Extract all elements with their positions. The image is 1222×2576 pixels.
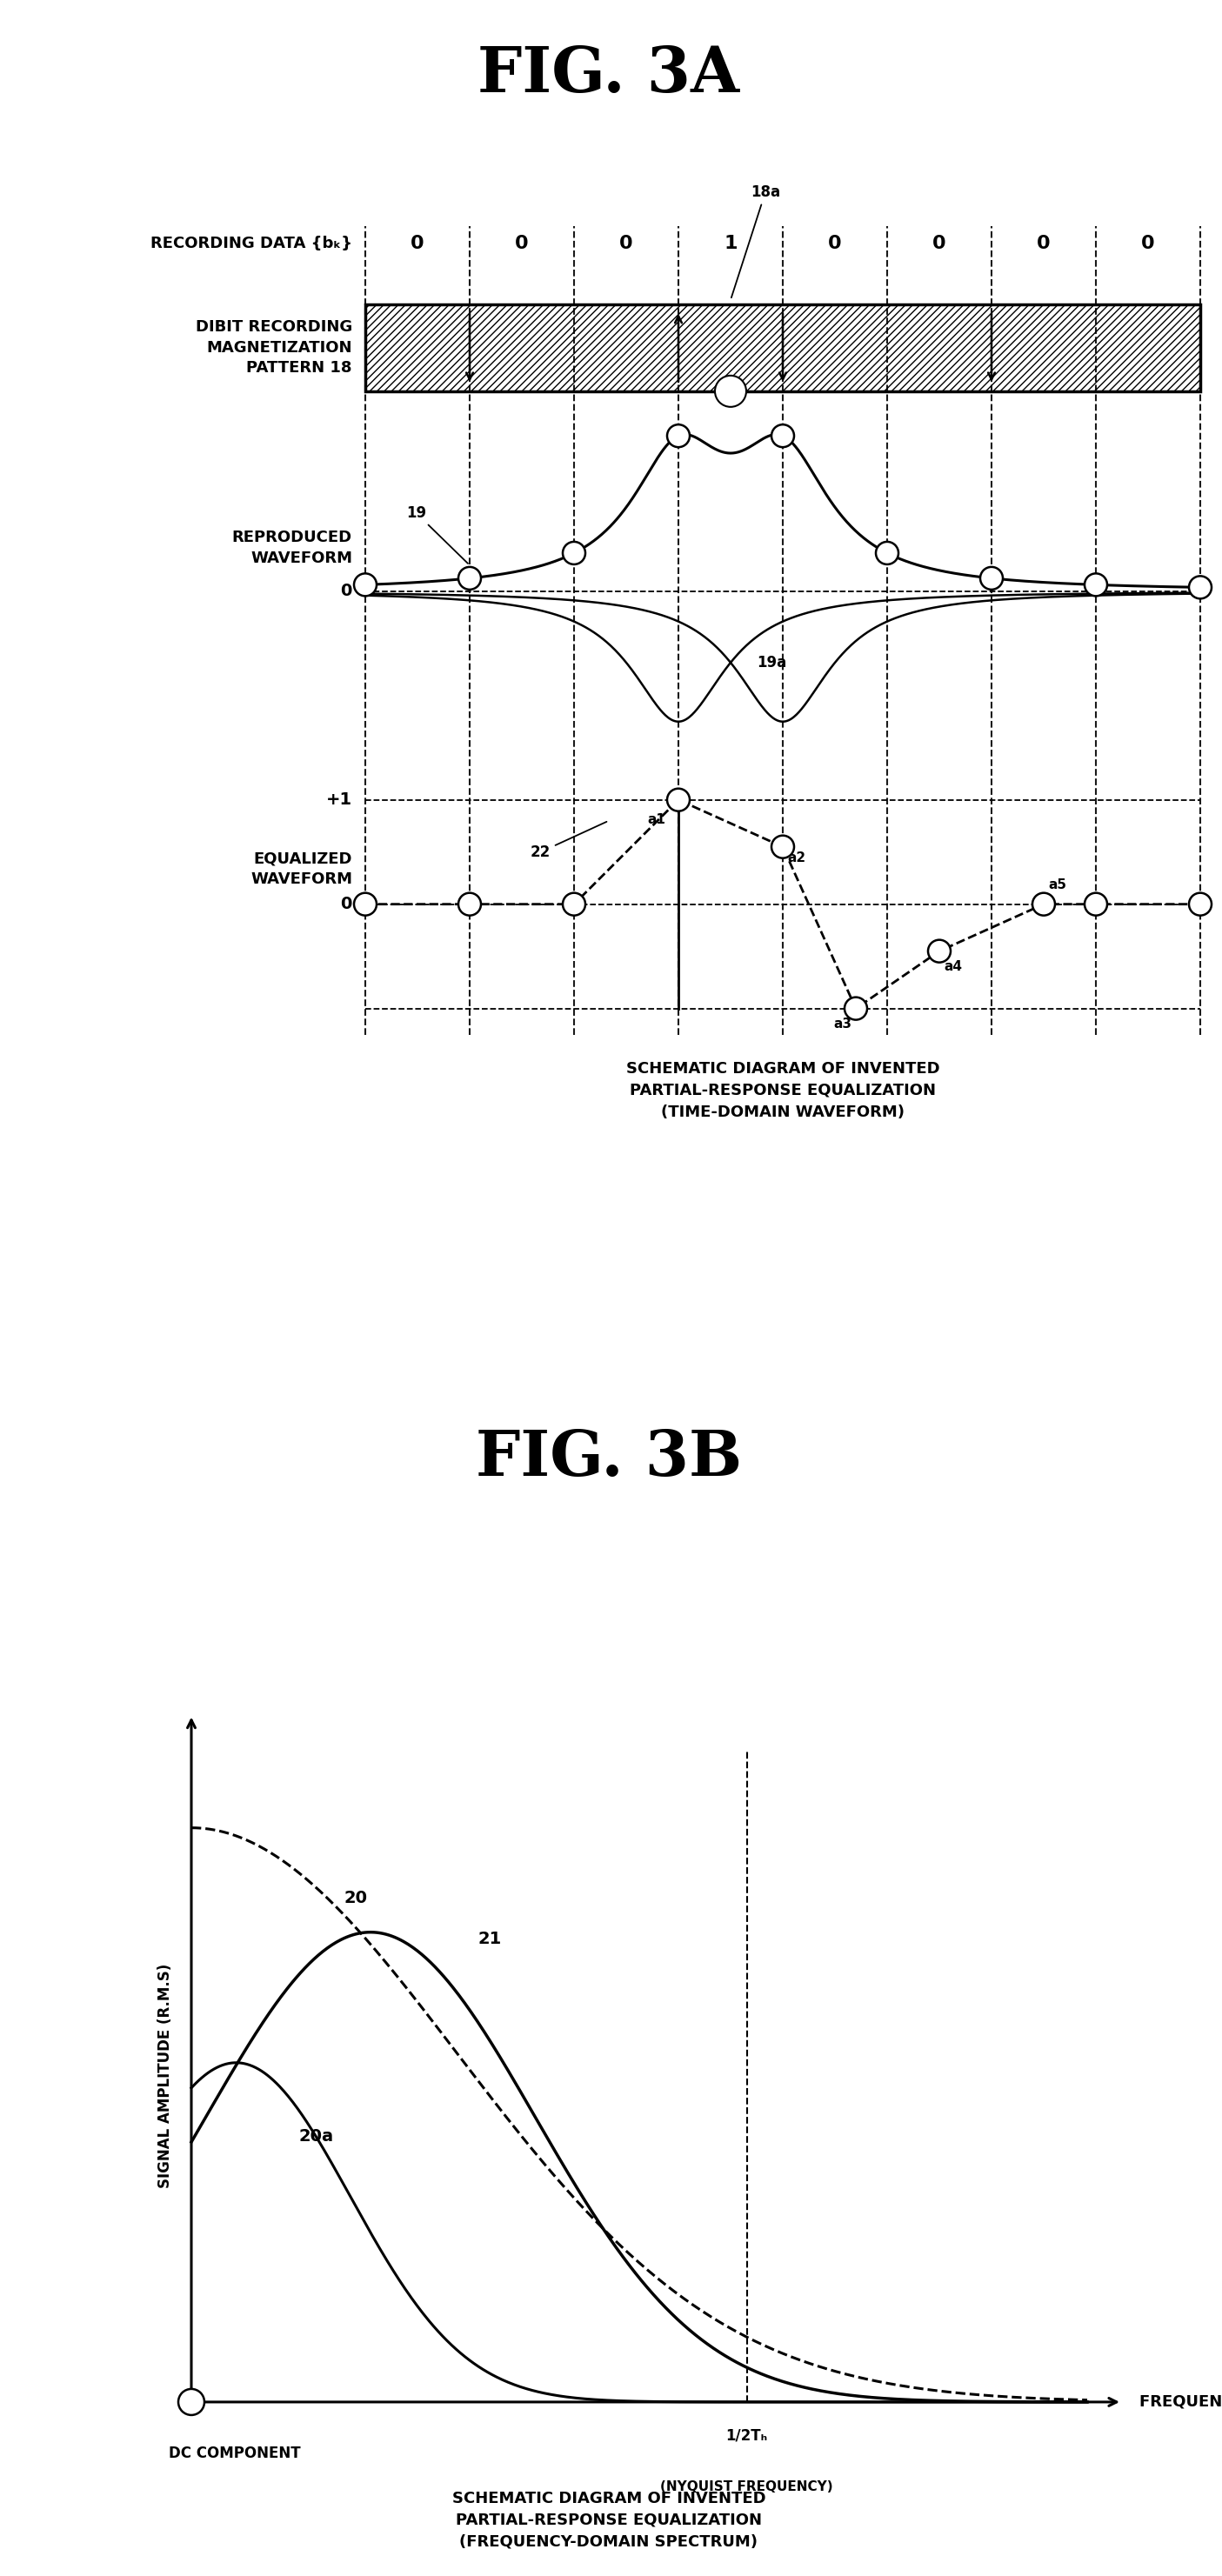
Text: 19: 19 (406, 505, 468, 564)
Circle shape (178, 2388, 204, 2416)
Circle shape (715, 376, 747, 407)
Text: 1/2Tₕ: 1/2Tₕ (726, 2429, 767, 2445)
Text: 0: 0 (932, 234, 946, 252)
Text: FREQUENCY f: FREQUENCY f (1139, 2393, 1222, 2409)
Text: 20: 20 (345, 1891, 368, 1906)
Text: REPRODUCED
WAVEFORM: REPRODUCED WAVEFORM (232, 531, 352, 567)
Bar (365, 304, 1200, 392)
Text: 0: 0 (1037, 234, 1051, 252)
Text: 0: 0 (1141, 234, 1155, 252)
Text: 0: 0 (341, 582, 352, 600)
Text: 0: 0 (514, 234, 529, 252)
Circle shape (771, 425, 794, 448)
Text: DC COMPONENT: DC COMPONENT (169, 2445, 301, 2460)
Text: 20a: 20a (299, 2128, 334, 2143)
Text: a5: a5 (1048, 878, 1067, 891)
Circle shape (354, 574, 376, 595)
Text: 0: 0 (411, 234, 424, 252)
Circle shape (1189, 894, 1211, 914)
Text: RECORDING DATA {bₖ}: RECORDING DATA {bₖ} (150, 234, 352, 252)
Text: DIBIT RECORDING
MAGNETIZATION
PATTERN 18: DIBIT RECORDING MAGNETIZATION PATTERN 18 (196, 319, 352, 376)
Text: SCHEMATIC DIAGRAM OF INVENTED
PARTIAL-RESPONSE EQUALIZATION
(TIME-DOMAIN WAVEFOR: SCHEMATIC DIAGRAM OF INVENTED PARTIAL-RE… (626, 1061, 940, 1121)
Circle shape (876, 541, 898, 564)
Circle shape (354, 894, 376, 914)
Text: SCHEMATIC DIAGRAM OF INVENTED
PARTIAL-RESPONSE EQUALIZATION
(FREQUENCY-DOMAIN SP: SCHEMATIC DIAGRAM OF INVENTED PARTIAL-RE… (452, 2491, 766, 2550)
Bar (365, 304, 1200, 392)
Circle shape (458, 894, 481, 914)
Text: 0: 0 (341, 896, 352, 912)
Circle shape (771, 835, 794, 858)
Circle shape (458, 567, 481, 590)
Text: 22: 22 (530, 822, 606, 860)
Circle shape (1085, 894, 1107, 914)
Text: 0: 0 (829, 234, 842, 252)
Text: EQUALIZED
WAVEFORM: EQUALIZED WAVEFORM (251, 850, 352, 889)
Text: 0: 0 (620, 234, 633, 252)
Circle shape (1189, 577, 1211, 598)
Text: 19a: 19a (756, 654, 787, 670)
Circle shape (1033, 894, 1055, 914)
Circle shape (844, 997, 868, 1020)
Circle shape (980, 567, 1003, 590)
Text: 21: 21 (478, 1929, 502, 1947)
Circle shape (927, 940, 951, 963)
Text: FIG. 3B: FIG. 3B (475, 1427, 742, 1489)
Circle shape (667, 425, 689, 448)
Text: (NYQUIST FREQUENCY): (NYQUIST FREQUENCY) (660, 2481, 833, 2494)
Text: SIGNAL AMPLITUDE (R.M.S): SIGNAL AMPLITUDE (R.M.S) (158, 1963, 174, 2187)
Circle shape (562, 541, 585, 564)
Text: 18a: 18a (731, 185, 780, 299)
Text: a2: a2 (787, 850, 805, 863)
Circle shape (562, 894, 585, 914)
Text: a1: a1 (648, 814, 665, 827)
Circle shape (1085, 574, 1107, 595)
Circle shape (667, 788, 689, 811)
Text: +1: +1 (326, 791, 352, 809)
Text: a4: a4 (943, 961, 962, 974)
Text: 1: 1 (723, 234, 737, 252)
Text: FIG. 3A: FIG. 3A (478, 44, 739, 106)
Text: a3: a3 (833, 1018, 852, 1030)
